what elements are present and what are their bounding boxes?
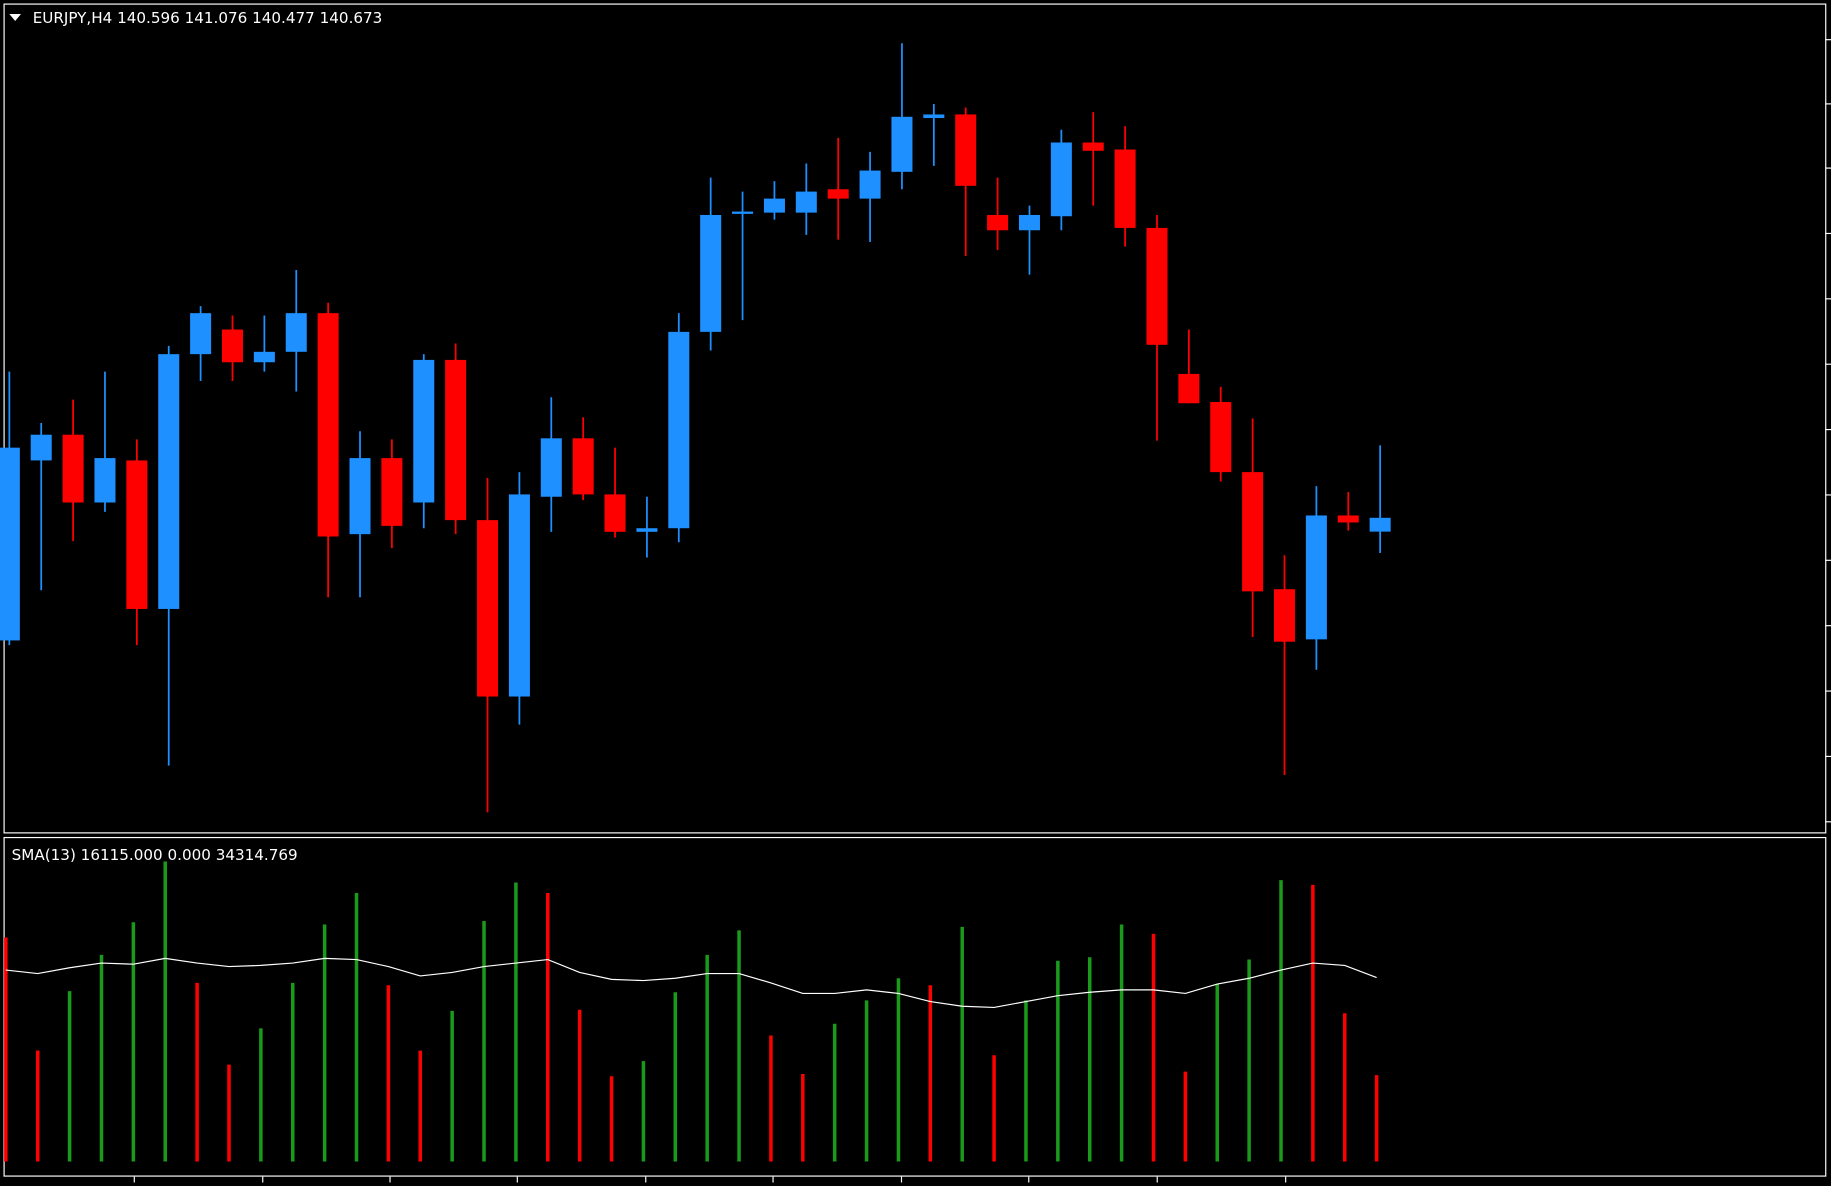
candle-body [827,189,849,199]
candle-body [636,528,658,532]
candle-body [190,313,212,355]
candle-body [1242,472,1264,592]
candle-body [30,434,52,461]
candle-body [604,494,626,532]
candle-body [540,438,562,497]
candle-body [508,494,530,697]
candle-body [1050,142,1072,217]
candle-body [859,170,881,199]
sma-line [5,957,1377,1008]
candle-body [923,114,945,119]
candle-body [1210,401,1232,473]
candle-body [158,354,180,609]
candle-body [1178,373,1200,404]
price-panel-frame [3,3,1827,834]
candle-body [1273,589,1296,642]
price-title: EURJPY,H4 140.596 141.076 140.477 140.67… [33,9,383,27]
candle-body [317,313,339,537]
candle-body [477,520,499,697]
axis-ticks [133,39,1831,1183]
candle-body [1114,149,1136,228]
candle-body [94,458,116,503]
candle-body [1305,515,1327,640]
candle-body [253,351,275,363]
candle-body [221,329,244,363]
candle-body [955,114,977,186]
candle-body [126,460,148,609]
candle-body [349,458,371,535]
candle-body [1082,142,1104,151]
candle-body [381,458,403,526]
candle-body [285,313,307,352]
marks [0,43,1391,1162]
candle-body [1337,515,1359,523]
candle-body [987,214,1009,231]
candle-body [1018,214,1040,231]
candle-body [668,331,690,529]
candle-body [1369,517,1391,532]
candle-body [572,438,594,495]
candle-body [732,211,754,214]
candle-body [795,191,817,213]
menu-triangle[interactable] [9,14,22,22]
volume-title: SMA(13) 16115.000 0.000 34314.769 [12,846,298,864]
candle-body [700,214,722,332]
candle-body [62,434,84,503]
candle-body [763,198,785,213]
candle-body [0,447,20,641]
candle-body [413,359,435,503]
candle-body [445,359,467,521]
candle-body [1146,227,1168,345]
candle-body [891,116,913,172]
